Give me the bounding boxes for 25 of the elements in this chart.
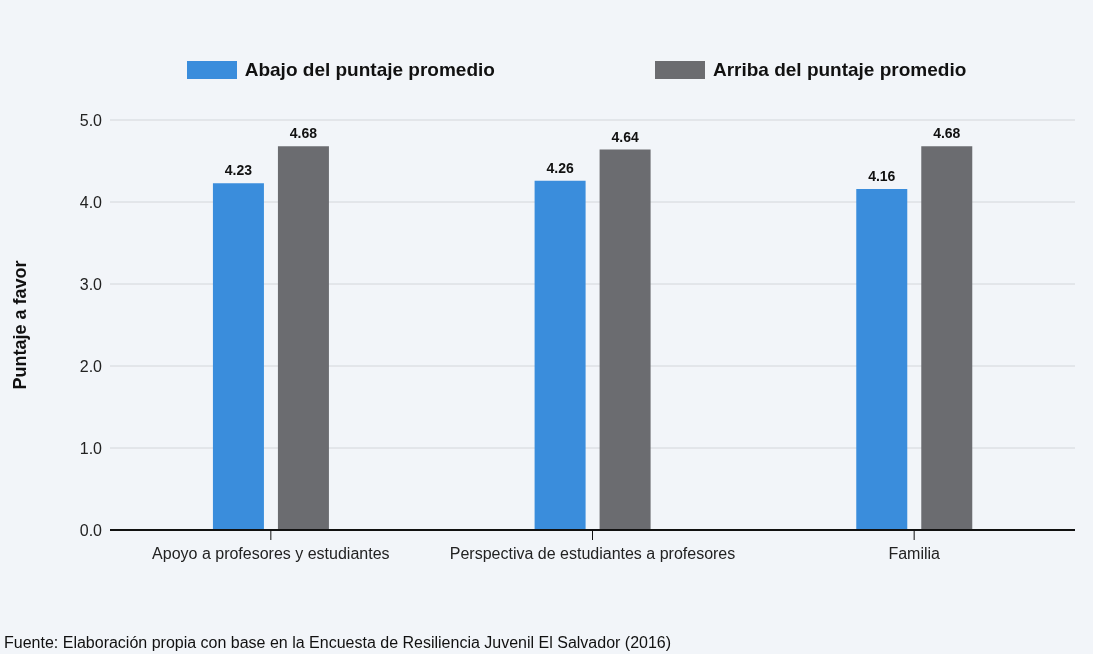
legend-label: Abajo del puntaje promedio	[244, 59, 495, 81]
data-label: 4.16	[868, 167, 896, 184]
y-tick-label: 1.0	[79, 439, 103, 457]
bar	[599, 149, 651, 530]
data-label: 4.64	[611, 128, 639, 145]
bar	[212, 183, 264, 530]
y-axis-title: Puntaje a favor	[10, 260, 31, 390]
bar	[534, 180, 586, 530]
source-note: Fuente: Elaboración propia con base en la Encuesta de Resiliencia Juvenil El Salvador (2016)	[4, 634, 672, 652]
bar	[856, 188, 908, 530]
y-tick-label: 4.0	[79, 193, 103, 211]
data-label: 4.23	[224, 162, 253, 179]
x-tick-label: Perspectiva de estudiantes a profesores	[449, 545, 736, 563]
x-tick-label: Apoyo a profesores y estudiantes	[152, 545, 390, 563]
y-tick-label: 0.0	[79, 521, 103, 539]
data-label: 4.68	[289, 125, 318, 142]
bar	[921, 146, 973, 530]
bar	[277, 146, 329, 530]
legend-label: Arriba del puntaje promedio	[712, 59, 967, 81]
data-label: 4.26	[546, 159, 574, 176]
y-tick-label: 3.0	[79, 275, 103, 293]
x-tick-label: Familia	[888, 545, 941, 563]
y-tick-label: 5.0	[79, 111, 103, 129]
y-tick-label: 2.0	[79, 357, 103, 375]
data-label: 4.68	[933, 125, 961, 142]
